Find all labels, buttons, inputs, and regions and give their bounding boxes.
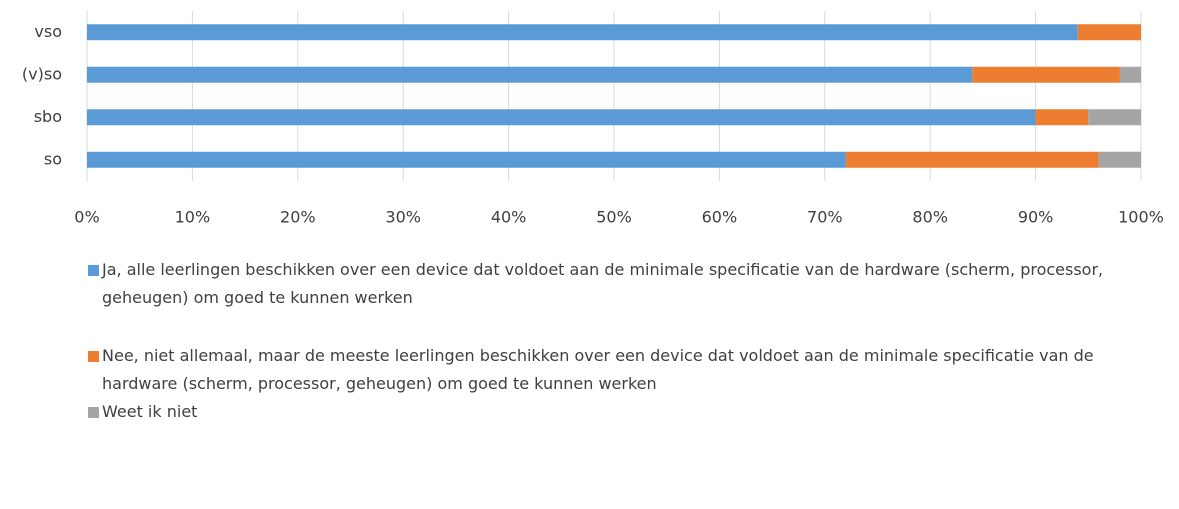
bar-segment [1077, 24, 1141, 41]
bar-segment [1119, 66, 1141, 83]
y-tick-label: (v)so [22, 64, 62, 83]
bar-segment [87, 151, 846, 168]
legend-swatch [88, 351, 99, 362]
bar-segment [1098, 151, 1141, 168]
x-tick-label: 90% [1018, 208, 1054, 227]
legend-label: Weet ik niet [102, 402, 198, 421]
legend-label: Ja, alle leerlingen beschikken over een … [102, 260, 1104, 307]
bar-segment [845, 151, 1099, 168]
x-tick-label: 10% [175, 208, 211, 227]
x-tick-label: 40% [491, 208, 527, 227]
legend-item: Weet ik niet [86, 398, 1116, 426]
y-tick-label: so [44, 149, 62, 168]
legend-label: Nee, niet allemaal, maar de meeste leerl… [102, 346, 1094, 393]
legend-swatch [88, 407, 99, 418]
x-tick-label: 100% [1118, 208, 1164, 227]
y-tick-label: vso [34, 22, 62, 41]
bar-segment [1035, 109, 1089, 126]
y-tick-label: sbo [34, 107, 62, 126]
legend: Ja, alle leerlingen beschikken over een … [86, 256, 1116, 426]
x-tick-label: 50% [596, 208, 632, 227]
x-tick-label: 20% [280, 208, 316, 227]
legend-item: Ja, alle leerlingen beschikken over een … [86, 256, 1116, 312]
bar-segment [972, 66, 1120, 83]
bar-segment [87, 24, 1078, 41]
x-tick-label: 0% [74, 208, 99, 227]
bar-segment [87, 109, 1036, 126]
x-tick-label: 70% [807, 208, 843, 227]
legend-item: Nee, niet allemaal, maar de meeste leerl… [86, 342, 1116, 398]
chart: 0% 10% 20% 30% 40% 50% 60% 70% 80% 90% 100% vso (v)s… [22, 11, 1164, 227]
x-tick-label: 30% [385, 208, 421, 227]
legend-swatch [88, 265, 99, 276]
bar-segment [87, 66, 973, 83]
x-tick-label: 60% [702, 208, 738, 227]
bar-segment [1088, 109, 1141, 126]
x-tick-label: 80% [912, 208, 948, 227]
